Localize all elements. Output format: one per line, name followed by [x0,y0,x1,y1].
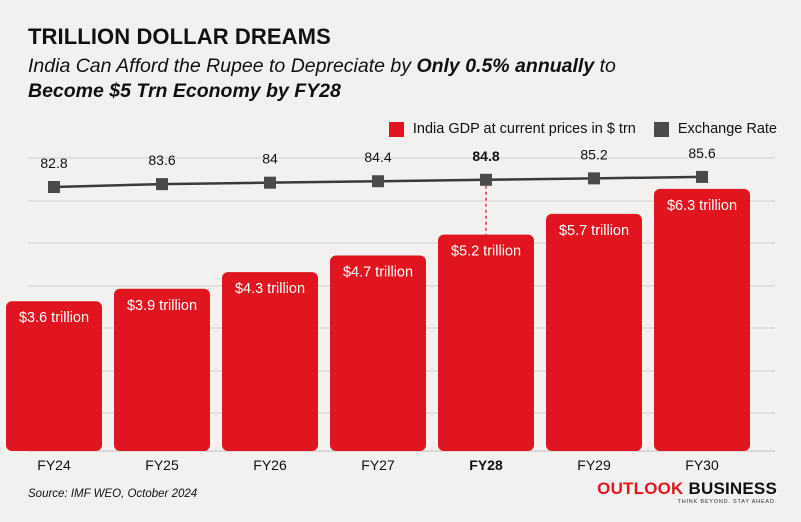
exchange-rate-marker [480,173,492,186]
exchange-rate-label: 82.8 [40,155,67,171]
chart-title: TRILLION DOLLAR DREAMS [28,24,331,49]
brand-business: BUSINESS [688,479,777,498]
legend-label-gdp: India GDP at current prices in $ trn [412,121,636,137]
exchange-rate-marker [156,178,168,191]
legend-item-exchange-rate: Exchange Rate [653,121,777,137]
bar-label: $4.3 trillion [235,281,305,297]
source-note: Source: IMF WEO, October 2024 [28,488,198,500]
subtitle-part-1: India Can Afford the Rupee to Depreciate… [28,55,417,77]
bar-label: $3.9 trillion [127,298,197,314]
legend-label-exchange-rate: Exchange Rate [677,121,777,137]
exchange-rate-label: 84.8 [472,148,499,164]
legend-item-gdp: India GDP at current prices in $ trn [388,121,636,137]
bar [546,213,642,451]
chart-legend: India GDP at current prices in $ trn Exc… [371,121,777,137]
bar [222,272,318,451]
bar [114,288,210,451]
legend-swatch-exchange-rate [653,121,669,137]
x-tick-label: FY26 [253,457,287,473]
exchange-rate-marker [48,181,60,193]
x-tick-label: FY25 [145,457,179,473]
x-tick-label: FY24 [37,457,71,473]
exchange-rate-label: 85.2 [580,146,607,162]
bar [330,255,426,451]
bar-label: $5.7 trillion [559,223,629,239]
bar [438,234,534,451]
x-tick-label: FY29 [577,457,611,473]
chart-subtitle: India Can Afford the Rupee to Depreciate… [28,54,788,104]
publisher-logo: OUTLOOK BUSINESS THINK BEYOND. STAY AHEA… [597,479,777,506]
exchange-rate-marker [372,175,384,188]
bar [654,188,750,452]
bar-label: $6.3 trillion [667,198,737,214]
bar-label: $4.7 trillion [343,264,413,280]
subtitle-line-2: Become $5 Trn Economy by FY28 [28,80,341,102]
x-tick-label: FY30 [685,457,719,473]
legend-swatch-gdp [388,121,404,137]
brand-outlook: OUTLOOK [597,479,684,498]
exchange-rate-label: 83.6 [148,152,175,168]
bar-label: $3.6 trillion [19,310,89,326]
brand-tagline: THINK BEYOND. STAY AHEAD. [677,499,777,505]
exchange-rate-label: 84.4 [364,149,391,165]
x-tick-label: FY28 [469,457,503,473]
bar-label: $5.2 trillion [451,244,521,260]
exchange-rate-marker [696,170,708,183]
exchange-rate-label: 84 [262,151,278,167]
exchange-rate-marker [588,172,600,185]
exchange-rate-label: 85.6 [688,145,715,161]
subtitle-bold: Only 0.5% annually [416,55,595,77]
bar [6,301,102,451]
subtitle-part-2: to [594,55,616,77]
x-tick-label: FY27 [361,457,395,473]
exchange-rate-marker [264,176,276,189]
